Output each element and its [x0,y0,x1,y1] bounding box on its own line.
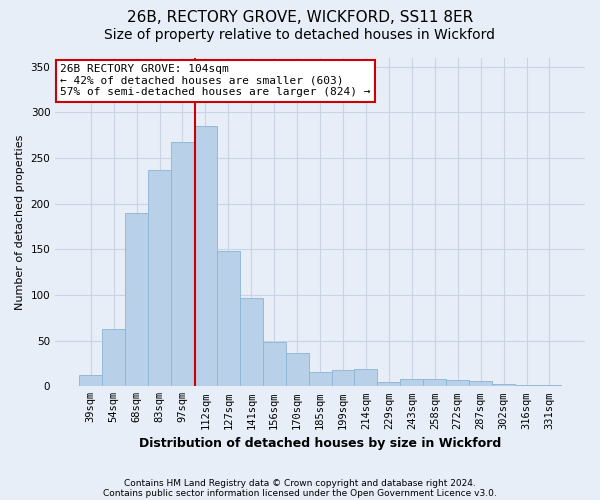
Text: Contains public sector information licensed under the Open Government Licence v3: Contains public sector information licen… [103,488,497,498]
Bar [355,369,377,386]
Bar [125,213,148,386]
Text: Size of property relative to detached houses in Wickford: Size of property relative to detached ho… [104,28,496,42]
Bar [423,379,446,386]
Bar [400,379,423,386]
Bar [286,354,308,386]
Bar [79,376,102,386]
Bar [469,381,492,386]
Bar [308,372,332,386]
X-axis label: Distribution of detached houses by size in Wickford: Distribution of detached houses by size … [139,437,501,450]
Bar [377,382,400,386]
Bar [148,170,171,386]
Bar [332,370,355,386]
Text: Contains HM Land Registry data © Crown copyright and database right 2024.: Contains HM Land Registry data © Crown c… [124,478,476,488]
Bar [492,384,515,386]
Bar [217,251,240,386]
Bar [240,298,263,386]
Y-axis label: Number of detached properties: Number of detached properties [15,134,25,310]
Bar [171,142,194,386]
Bar [263,342,286,386]
Text: 26B RECTORY GROVE: 104sqm
← 42% of detached houses are smaller (603)
57% of semi: 26B RECTORY GROVE: 104sqm ← 42% of detac… [61,64,371,98]
Text: 26B, RECTORY GROVE, WICKFORD, SS11 8ER: 26B, RECTORY GROVE, WICKFORD, SS11 8ER [127,10,473,25]
Bar [446,380,469,386]
Bar [194,126,217,386]
Bar [102,329,125,386]
